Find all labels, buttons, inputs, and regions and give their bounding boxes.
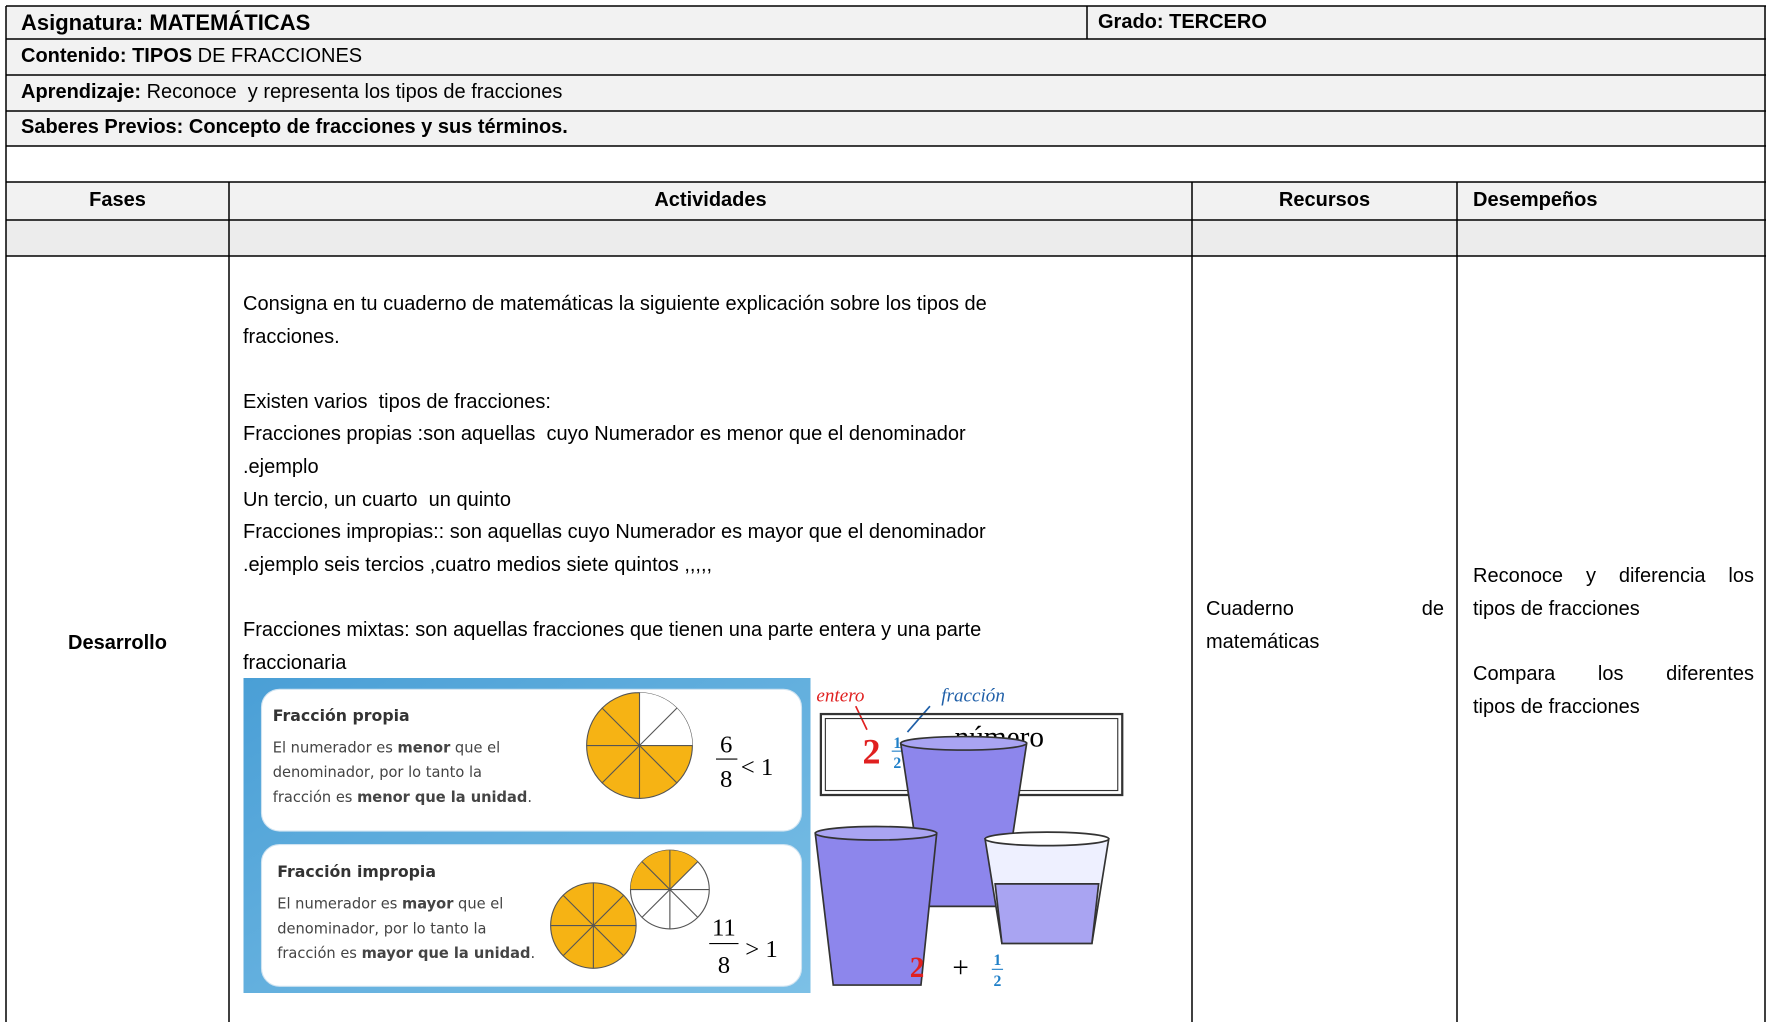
panel-line: El numerador es mayor que el — [277, 896, 503, 913]
learning: Aprendizaje: Reconoce y representa los t… — [21, 76, 562, 109]
content-label: Contenido: TIPOS — [21, 45, 193, 67]
grid-lines — [5, 5, 1766, 1022]
mixed-number-image: entero fracción 2 1 2 número mixto 2 + 1… — [814, 686, 1124, 990]
relation: < 1 — [741, 754, 774, 781]
performance-line: Compara los diferentes — [1473, 663, 1754, 685]
text: . — [527, 789, 532, 806]
panel-line: denominador, por lo tanto la — [273, 764, 482, 781]
pie — [629, 849, 710, 930]
text: menor que la unidad — [357, 789, 527, 806]
whole-label: entero — [816, 686, 864, 707]
empty-row-bg — [6, 220, 1766, 256]
pie — [550, 882, 637, 969]
panel-line: fracción es menor que la unidad. — [273, 789, 532, 806]
text: fracción es — [273, 789, 357, 806]
text: mayor — [402, 896, 454, 913]
performance-line: tipos de fracciones — [1473, 696, 1640, 718]
pie — [586, 692, 693, 799]
header-bg — [6, 6, 1766, 146]
panel-line: denominador, por lo tanto la — [277, 920, 486, 937]
activity-line: fraccionaria — [243, 651, 347, 674]
learning-label: Aprendizaje: — [21, 81, 142, 103]
phase: Desarrollo — [68, 632, 167, 654]
fraction: 11 8 > 1 — [709, 915, 778, 979]
text: mayor que la unidad — [362, 945, 531, 962]
resource-line: Cuaderno de — [1206, 598, 1444, 620]
activity-line: .ejemplo — [243, 456, 319, 478]
sum-operator: + — [952, 952, 968, 984]
column-header: Recursos — [1278, 189, 1371, 211]
column-header: Desempeños — [1473, 189, 1598, 211]
activity-line: Fracciones impropias:: son aquellas cuyo… — [243, 521, 986, 544]
panel-line: El numerador es menor que el — [273, 739, 500, 756]
text: El numerador es — [273, 739, 398, 756]
grade: Grado: TERCERO — [1098, 11, 1267, 33]
panel-title: Fracción propia — [273, 706, 410, 725]
activity-line: Fracciones propias :son aquellas cuyo Nu… — [243, 423, 966, 446]
numerator: 11 — [712, 915, 736, 942]
performance-line: tipos de fracciones — [1473, 598, 1640, 620]
whole: 2 — [862, 732, 880, 772]
text: fracción es — [277, 945, 361, 962]
numerator: 6 — [720, 731, 732, 758]
text: que el — [453, 896, 503, 913]
fraction-types-image: Fracción propia El numerador es menor qu… — [243, 678, 811, 993]
column-header: Actividades — [654, 189, 767, 211]
text: menor — [398, 739, 452, 756]
column-header: Fases — [89, 189, 146, 211]
activity-line: Un tercio, un cuarto un quinto — [243, 488, 511, 511]
sum-numerator: 1 — [993, 952, 1001, 969]
fraction-label: fracción — [941, 686, 1005, 707]
performance-line: Reconoce y diferencia los — [1473, 565, 1754, 587]
activity-line: Consigna en tu cuaderno de matemáticas l… — [243, 293, 987, 315]
fraction: 6 8 < 1 — [716, 731, 773, 793]
learning-text: Reconoce y representa los tipos de fracc… — [146, 81, 563, 103]
cups — [814, 735, 1110, 986]
activity-line: fracciones. — [243, 325, 340, 348]
resource-line: matemáticas — [1206, 631, 1320, 653]
sum-whole: 2 — [910, 952, 925, 984]
denominator: 2 — [893, 755, 901, 772]
prior-knowledge: Saberes Previos: Concepto de fracciones … — [21, 116, 568, 138]
text: que el — [450, 739, 500, 756]
activity-line: Fracciones mixtas: son aquellas fraccion… — [243, 619, 982, 641]
sum-denominator: 2 — [993, 973, 1001, 990]
numerator: 1 — [893, 735, 901, 752]
relation: > 1 — [745, 936, 778, 963]
text: . — [530, 945, 535, 962]
panel-title: Fracción impropia — [277, 862, 436, 881]
subject: Asignatura: MATEMÁTICAS — [21, 10, 311, 35]
denominator: 8 — [720, 766, 732, 793]
text: El numerador es — [277, 896, 402, 913]
activity-line: .ejemplo seis tercios ,cuatro medios sie… — [243, 553, 713, 576]
panel-line: fracción es mayor que la unidad. — [277, 945, 535, 962]
denominator: 8 — [718, 952, 730, 979]
activity-line: Existen varios tipos de fracciones: — [243, 390, 551, 413]
content-text: DE FRACCIONES — [197, 45, 363, 67]
content: Contenido: TIPOS DE FRACCIONES — [21, 40, 362, 73]
